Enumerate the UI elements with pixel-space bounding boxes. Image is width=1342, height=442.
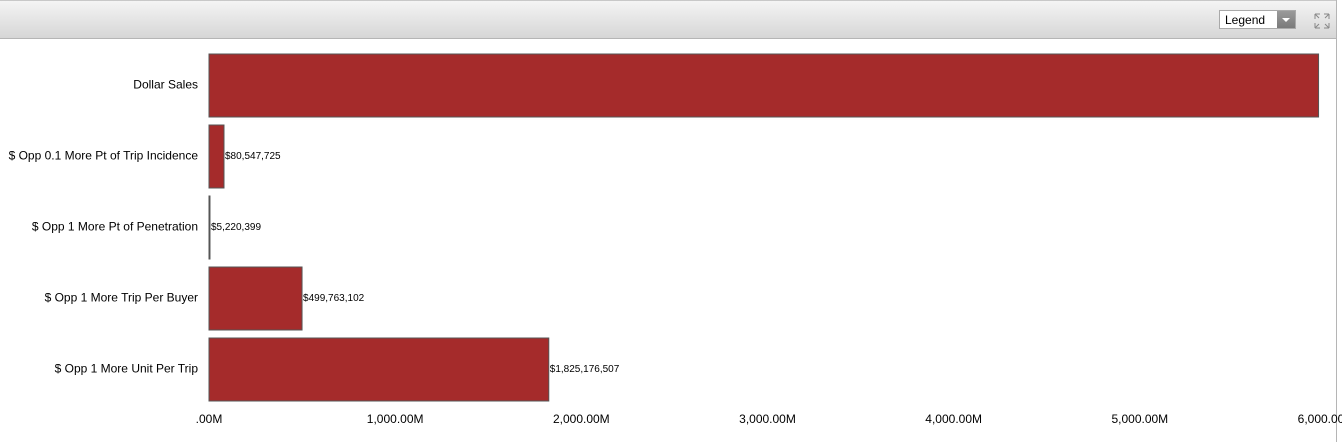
category-label: $ Opp 0.1 More Pt of Trip Incidence <box>9 149 199 163</box>
value-label: $80,547,725 <box>225 151 281 162</box>
panel-edge <box>1336 0 1337 442</box>
value-label: $5,220,399 <box>211 222 261 233</box>
x-tick-label: 5,000.00M <box>1111 412 1168 426</box>
bar <box>208 124 225 189</box>
category-label: $ Opp 1 More Trip Per Buyer <box>45 291 198 305</box>
x-tick-label: 4,000.00M <box>925 412 982 426</box>
expand-icon[interactable] <box>1314 13 1330 29</box>
toolbar: Legend <box>0 0 1336 39</box>
value-label: $499,763,102 <box>303 293 365 304</box>
value-label: $1,825,176,507 <box>550 364 620 375</box>
x-tick-label: 1,000.00M <box>367 412 424 426</box>
x-tick-label: 6,000.00M <box>1298 412 1342 426</box>
category-label: $ Opp 1 More Pt of Penetration <box>32 220 198 234</box>
x-tick-label: 3,000.00M <box>739 412 796 426</box>
bar <box>208 266 303 331</box>
legend-select-text: Legend <box>1225 13 1266 27</box>
x-tick-label: .00M <box>196 412 223 426</box>
bar <box>208 337 550 402</box>
dropdown-arrow <box>1277 11 1295 28</box>
x-tick-label: 2,000.00M <box>553 412 610 426</box>
category-label: $ Opp 1 More Unit Per Trip <box>55 362 199 376</box>
bar <box>208 195 211 260</box>
category-label: Dollar Sales <box>133 78 198 92</box>
legend-select[interactable]: Legend <box>1219 10 1296 29</box>
bar <box>208 53 1320 118</box>
